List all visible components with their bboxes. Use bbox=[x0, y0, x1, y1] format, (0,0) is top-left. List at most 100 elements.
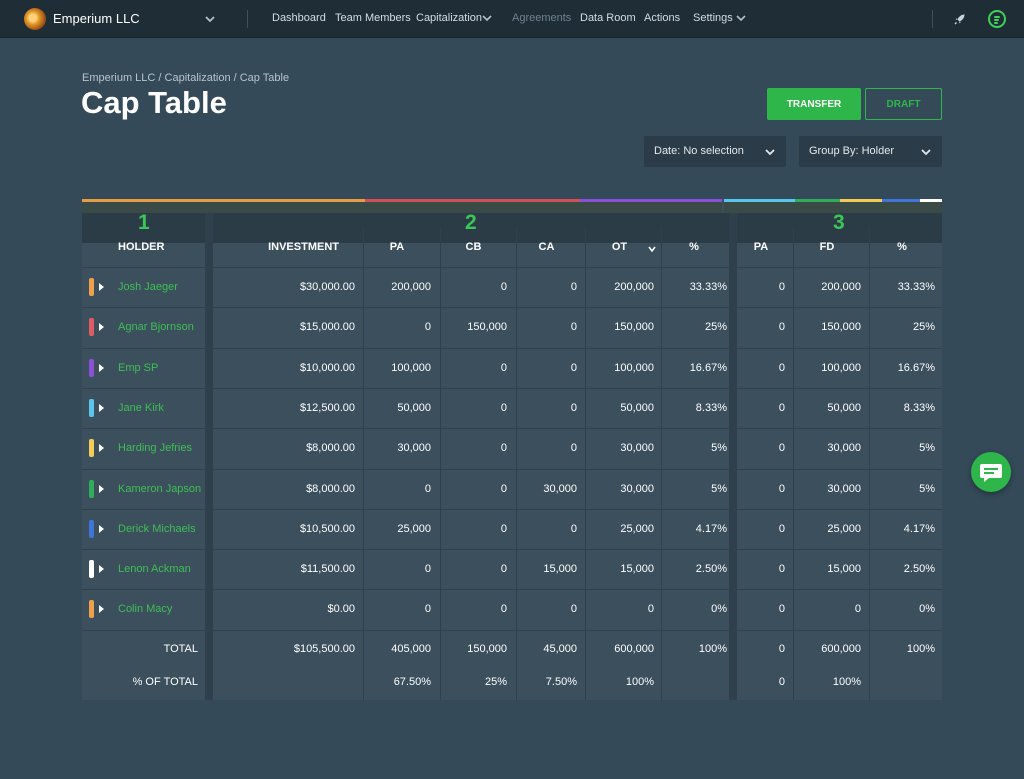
expand-row-caret-icon[interactable] bbox=[99, 403, 104, 412]
holder-name-link[interactable]: Agnar Bjornson bbox=[118, 321, 194, 334]
chevron-down-icon[interactable] bbox=[203, 12, 217, 26]
column-separator bbox=[729, 213, 737, 700]
column-header-holder: HOLDER bbox=[118, 241, 165, 253]
column-header-ca[interactable]: CA bbox=[538, 241, 555, 253]
cell-fd: 25,000 bbox=[827, 522, 861, 535]
expand-row-caret-icon[interactable] bbox=[99, 524, 104, 533]
group-by-select[interactable]: Group By: Holder bbox=[799, 136, 942, 167]
group-color-strip bbox=[724, 199, 795, 213]
cell-ot: 15,000 bbox=[620, 563, 654, 576]
column-header-pct2[interactable]: % bbox=[897, 241, 907, 253]
cell-fd: 150,000 bbox=[821, 321, 861, 334]
chat-button[interactable] bbox=[971, 452, 1011, 492]
cell-pct2: 2.50% bbox=[903, 563, 935, 576]
holder-color-marker bbox=[89, 600, 94, 619]
column-header-investment[interactable]: INVESTMENT bbox=[268, 241, 339, 253]
group-number-3: 3 bbox=[833, 211, 845, 234]
holder-name-link[interactable]: Lenon Ackman bbox=[118, 563, 191, 576]
cell-pct: 2.50% bbox=[695, 563, 727, 576]
pct-of-total-cb: 25% bbox=[484, 675, 507, 688]
expand-row-caret-icon[interactable] bbox=[99, 444, 104, 453]
cell-pct: 5% bbox=[711, 482, 727, 495]
holder-name-link[interactable]: Colin Macy bbox=[118, 603, 173, 616]
cell-investment: $15,000.00 bbox=[299, 321, 355, 334]
nav-dashboard[interactable]: Dashboard bbox=[272, 12, 326, 24]
cell-ot: 200,000 bbox=[614, 281, 654, 293]
transfer-button[interactable]: TRANSFER bbox=[767, 88, 861, 120]
cell-pa2: 0 bbox=[778, 281, 785, 293]
expand-row-caret-icon[interactable] bbox=[99, 363, 104, 372]
column-divider bbox=[440, 227, 441, 700]
cell-ot: 150,000 bbox=[614, 321, 654, 334]
row-divider bbox=[82, 508, 942, 510]
menu-icon[interactable] bbox=[988, 10, 1006, 28]
nav-agreements[interactable]: Agreements bbox=[512, 12, 572, 24]
cell-ca: 0 bbox=[570, 603, 577, 616]
expand-row-caret-icon[interactable] bbox=[99, 605, 104, 614]
pct-of-total-pa2: 0 bbox=[778, 675, 785, 688]
nav-settings[interactable]: Settings bbox=[693, 12, 733, 24]
column-header-pa[interactable]: PA bbox=[389, 241, 405, 253]
cell-pct2: 4.17% bbox=[903, 522, 935, 535]
holder-name-link[interactable]: Derick Michaels bbox=[118, 522, 196, 535]
column-header-cb[interactable]: CB bbox=[465, 241, 482, 253]
column-header-ot[interactable]: OT bbox=[611, 241, 628, 253]
cell-ca: 0 bbox=[570, 361, 577, 374]
nav-data-room[interactable]: Data Room bbox=[580, 12, 636, 24]
cell-cb: 0 bbox=[500, 281, 507, 293]
cell-cb: 0 bbox=[500, 361, 507, 374]
cell-pct: 5% bbox=[711, 442, 727, 455]
cell-pa: 200,000 bbox=[391, 281, 431, 293]
cell-cb: 0 bbox=[500, 603, 507, 616]
holder-name-link[interactable]: Kameron Japson bbox=[118, 482, 202, 495]
group-color-strip bbox=[82, 199, 365, 213]
cell-cb: 150,000 bbox=[467, 321, 507, 334]
chevron-down-icon bbox=[765, 149, 775, 156]
column-header-pa2[interactable]: PA bbox=[753, 241, 769, 253]
holder-name-link[interactable]: Josh Jaeger bbox=[118, 281, 178, 293]
cell-ot: 30,000 bbox=[620, 482, 654, 495]
column-header-fd[interactable]: FD bbox=[819, 241, 835, 253]
expand-row-caret-icon[interactable] bbox=[99, 565, 104, 574]
chevron-down-icon[interactable] bbox=[481, 12, 493, 24]
cell-pa: 50,000 bbox=[397, 401, 431, 414]
rocket-icon[interactable] bbox=[951, 10, 969, 28]
expand-row-caret-icon[interactable] bbox=[99, 323, 104, 332]
company-name[interactable]: Emperium LLC bbox=[53, 11, 140, 26]
row-divider bbox=[82, 629, 942, 631]
cell-cb: 0 bbox=[500, 482, 507, 495]
cell-pct2: 16.67% bbox=[897, 361, 935, 374]
group-by-value: Group By: Holder bbox=[809, 145, 894, 157]
holder-name-link[interactable]: Harding Jefries bbox=[118, 442, 192, 455]
holder-color-marker bbox=[89, 358, 94, 377]
nav-capitalization[interactable]: Capitalization bbox=[416, 12, 483, 24]
expand-row-caret-icon[interactable] bbox=[99, 484, 104, 493]
cell-fd: 100,000 bbox=[821, 361, 861, 374]
date-filter-select[interactable]: Date: No selection bbox=[644, 136, 786, 167]
breadcrumb[interactable]: Emperium LLC / Capitalization / Cap Tabl… bbox=[82, 72, 290, 84]
nav-actions[interactable]: Actions bbox=[644, 12, 681, 24]
cell-ot: 25,000 bbox=[620, 522, 654, 535]
draft-button[interactable]: DRAFT bbox=[865, 88, 942, 120]
cell-ca: 0 bbox=[570, 522, 577, 535]
total-pa2: 0 bbox=[778, 642, 785, 655]
holder-name-link[interactable]: Emp SP bbox=[118, 361, 159, 374]
nav-team-members[interactable]: Team Members bbox=[335, 12, 411, 24]
sort-chevron-down-icon[interactable] bbox=[647, 244, 657, 254]
cell-fd: 30,000 bbox=[827, 442, 861, 455]
cell-investment: $11,500.00 bbox=[300, 563, 355, 576]
holder-name-link[interactable]: Jane Kirk bbox=[118, 401, 164, 414]
company-logo[interactable] bbox=[24, 8, 46, 30]
column-divider bbox=[793, 227, 794, 700]
chevron-down-icon[interactable] bbox=[735, 12, 747, 24]
expand-row-caret-icon[interactable] bbox=[99, 283, 104, 291]
group-color-strip bbox=[795, 199, 840, 213]
total-fd: 600,000 bbox=[821, 642, 861, 655]
cell-ca: 0 bbox=[570, 442, 577, 455]
cell-pa: 0 bbox=[424, 603, 431, 616]
group-number-1: 1 bbox=[138, 211, 150, 234]
top-navigation-bar: Emperium LLC Dashboard Team Members Capi… bbox=[0, 0, 1024, 38]
group-color-strip bbox=[882, 199, 920, 213]
cell-pa2: 0 bbox=[778, 482, 785, 495]
column-header-pct[interactable]: % bbox=[689, 241, 699, 253]
